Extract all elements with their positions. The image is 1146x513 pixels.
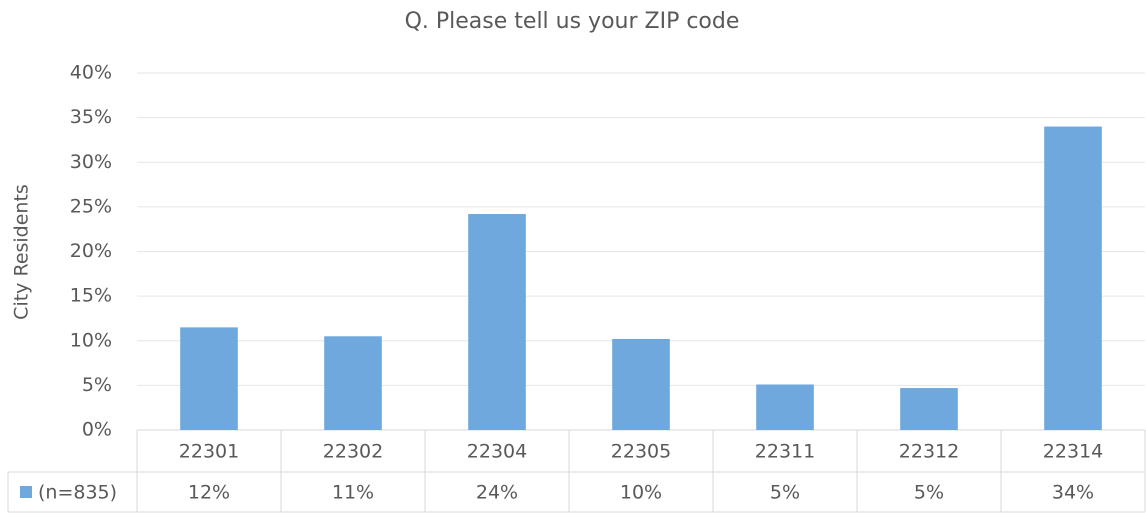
bar	[180, 327, 238, 430]
data-label: 5%	[770, 482, 800, 504]
y-tick-label: 10%	[70, 329, 112, 351]
y-tick-label: 15%	[70, 285, 112, 307]
legend-swatch	[20, 486, 32, 498]
bar	[1044, 126, 1102, 431]
bar	[324, 336, 382, 430]
y-tick-label: 5%	[82, 374, 112, 396]
data-label: 12%	[188, 482, 230, 504]
bar	[756, 384, 814, 430]
bar	[900, 388, 958, 430]
x-tick-label: 22314	[1043, 441, 1103, 463]
data-label: 34%	[1052, 482, 1094, 504]
data-label: 5%	[914, 482, 944, 504]
y-tick-label: 20%	[70, 240, 112, 262]
legend-label: (n=835)	[38, 482, 117, 504]
x-tick-label: 22304	[467, 441, 527, 463]
x-tick-label: 22311	[755, 441, 815, 463]
chart-title: Q. Please tell us your ZIP code	[405, 9, 740, 34]
data-label: 24%	[476, 482, 518, 504]
y-tick-label: 25%	[70, 195, 112, 217]
y-axis-label: City Residents	[11, 184, 33, 320]
x-tick-label: 22301	[179, 441, 239, 463]
x-tick-label: 22312	[899, 441, 959, 463]
y-tick-label: 0%	[82, 419, 112, 441]
x-tick-label: 22305	[611, 441, 671, 463]
x-tick-label: 22302	[323, 441, 383, 463]
y-tick-label: 40%	[70, 62, 112, 84]
data-label: 11%	[332, 482, 374, 504]
y-tick-label: 30%	[70, 151, 112, 173]
bar	[468, 214, 526, 430]
data-label: 10%	[620, 482, 662, 504]
y-tick-label: 35%	[70, 106, 112, 128]
bar	[612, 338, 670, 430]
